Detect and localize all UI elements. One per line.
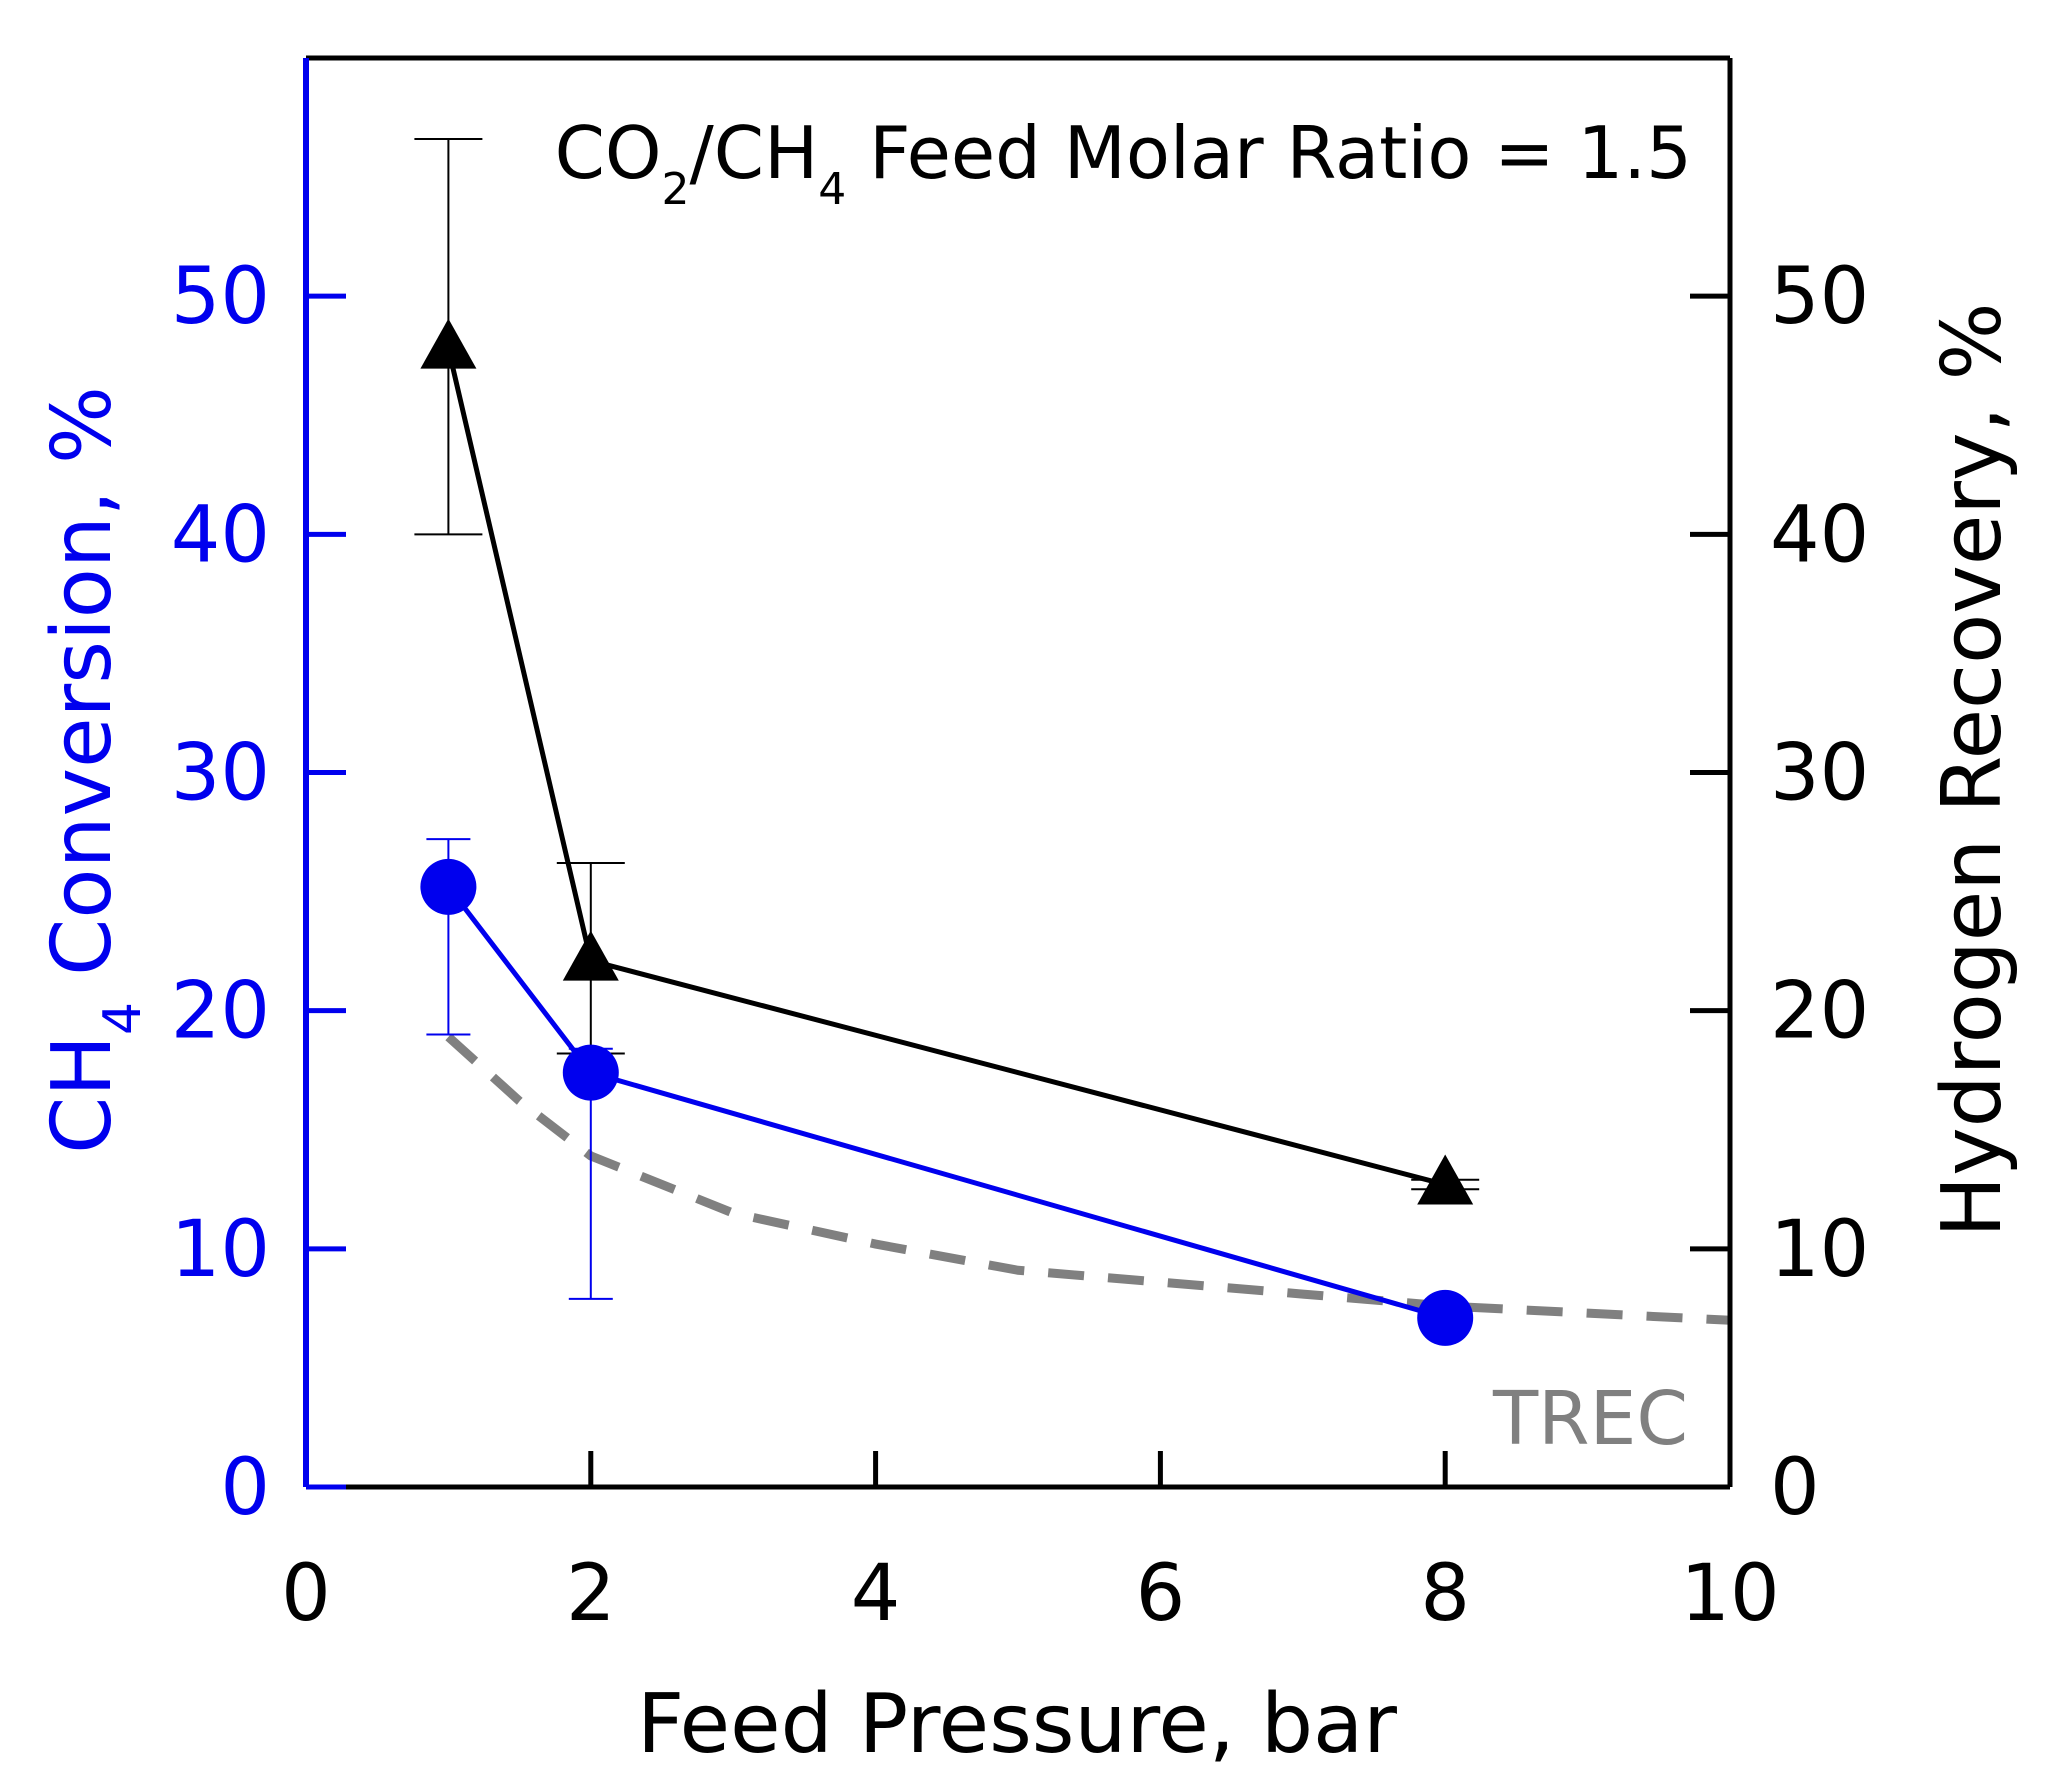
- h2-point-1: [562, 930, 619, 981]
- left-y-tick-label-30: 30: [171, 729, 270, 819]
- right-y-tick-label-20: 20: [1770, 967, 1869, 1057]
- chart-annotation: CO2/CH4 Feed Molar Ratio = 1.5: [555, 111, 1692, 215]
- right-y-tick-label-40: 40: [1770, 490, 1869, 580]
- right-y-tick-label-10: 10: [1770, 1205, 1869, 1295]
- x-tick-label-6: 6: [1136, 1549, 1186, 1639]
- left-y-axis-label: CH4 Conversion, %: [35, 386, 153, 1154]
- ch4-point-0: [420, 858, 477, 915]
- right-y-tick-label-30: 30: [1770, 729, 1869, 819]
- x-tick-label-10: 10: [1680, 1549, 1779, 1639]
- right-y-axis-label: Hydrogen Recovery, %: [1925, 302, 2020, 1237]
- h2-point-0: [420, 318, 477, 369]
- x-axis-label: Feed Pressure, bar: [637, 1677, 1397, 1772]
- trec-dashed-line: [445, 1033, 1731, 1325]
- x-tick-label-8: 8: [1420, 1549, 1470, 1639]
- right-y-tick-label-50: 50: [1770, 252, 1869, 342]
- left-y-tick-label-50: 50: [171, 252, 270, 342]
- left-y-tick-label-10: 10: [171, 1205, 270, 1295]
- right-y-tick-label-0: 0: [1770, 1443, 1820, 1533]
- left-y-tick-label-20: 20: [171, 967, 270, 1057]
- series-layer: [414, 137, 1731, 1346]
- x-tick-label-2: 2: [566, 1549, 616, 1639]
- x-tick-label-4: 4: [851, 1549, 901, 1639]
- h2-point-2: [1417, 1154, 1474, 1205]
- left-y-tick-label-0: 0: [220, 1443, 270, 1533]
- x-tick-label-0: 0: [281, 1549, 331, 1639]
- left-y-tick-label-40: 40: [171, 490, 270, 580]
- ch4-point-2: [1417, 1289, 1474, 1346]
- trec-label: TREC: [1492, 1376, 1688, 1462]
- ch4-point-1: [562, 1044, 619, 1101]
